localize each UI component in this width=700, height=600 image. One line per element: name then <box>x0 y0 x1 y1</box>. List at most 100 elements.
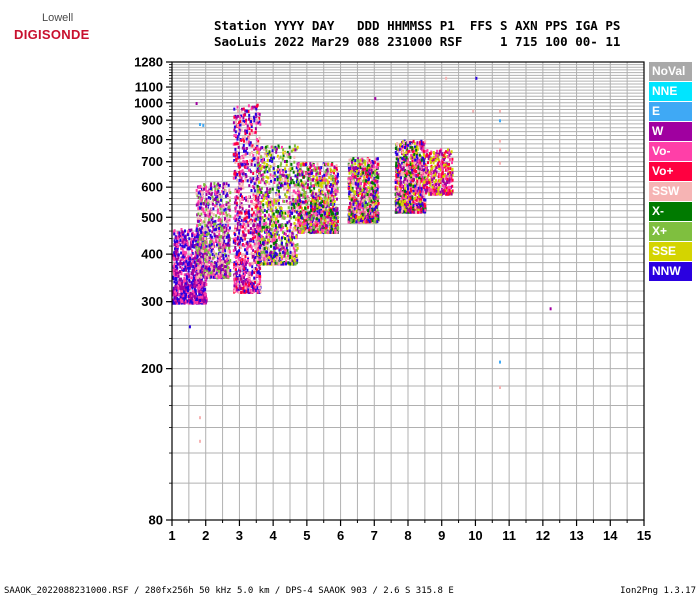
data-point <box>245 127 248 131</box>
data-point <box>239 115 241 119</box>
data-point <box>203 287 205 291</box>
data-point <box>270 244 272 248</box>
data-point <box>229 259 232 262</box>
data-point <box>271 251 274 255</box>
data-point <box>237 210 239 214</box>
data-point <box>222 261 225 265</box>
data-point <box>174 295 177 299</box>
data-point <box>313 230 316 234</box>
data-point <box>299 205 302 209</box>
data-point <box>251 269 254 273</box>
data-point <box>253 203 256 206</box>
data-point <box>172 264 175 268</box>
data-point <box>270 200 273 204</box>
data-point <box>233 171 236 175</box>
data-point <box>204 200 207 204</box>
data-point <box>188 266 191 270</box>
data-point <box>239 165 242 169</box>
data-point <box>219 207 222 211</box>
data-point <box>242 143 245 147</box>
data-point <box>297 162 300 166</box>
data-point <box>208 223 211 227</box>
data-point <box>255 267 258 271</box>
data-point <box>294 198 297 202</box>
data-point <box>335 164 338 168</box>
data-point <box>308 170 310 173</box>
data-point <box>188 247 191 251</box>
data-point <box>195 239 198 243</box>
data-point <box>264 191 267 195</box>
data-point <box>238 239 241 242</box>
data-point <box>258 120 261 124</box>
data-point <box>252 248 254 252</box>
data-point <box>172 253 175 257</box>
data-point <box>190 244 193 248</box>
data-point <box>244 255 247 259</box>
data-point <box>281 223 284 227</box>
data-point <box>223 259 226 263</box>
data-point <box>238 130 241 134</box>
data-point <box>236 250 239 254</box>
data-point <box>297 225 300 229</box>
data-point <box>212 245 215 249</box>
data-point <box>202 254 205 258</box>
data-point <box>261 195 264 199</box>
data-point <box>175 260 178 264</box>
data-point <box>233 284 236 288</box>
data-point <box>201 208 204 212</box>
data-point <box>234 147 237 151</box>
data-point <box>252 211 255 215</box>
data-point <box>257 198 260 202</box>
data-point <box>320 204 323 208</box>
data-point <box>190 295 193 299</box>
data-point <box>296 177 299 181</box>
data-point <box>179 232 182 235</box>
data-point <box>225 192 228 196</box>
data-point <box>190 262 193 266</box>
data-point <box>285 199 288 203</box>
data-point <box>255 236 258 240</box>
data-point <box>303 184 306 188</box>
data-point <box>284 180 287 184</box>
data-point <box>213 275 215 279</box>
data-point <box>300 218 303 222</box>
data-point <box>203 269 206 273</box>
data-point <box>181 299 184 303</box>
data-point <box>360 161 362 165</box>
data-point <box>184 253 187 257</box>
data-point <box>232 176 235 180</box>
data-point <box>263 209 266 212</box>
data-point <box>226 194 229 198</box>
data-point <box>303 216 306 220</box>
data-point <box>295 166 298 170</box>
data-point <box>183 240 186 244</box>
data-point <box>184 288 187 292</box>
data-point <box>246 215 249 219</box>
data-point <box>185 238 188 242</box>
data-point <box>253 197 255 200</box>
data-point <box>243 244 246 248</box>
data-point <box>257 237 260 241</box>
data-point <box>214 275 217 279</box>
data-point <box>235 153 238 157</box>
data-point <box>285 246 288 250</box>
data-point <box>177 253 180 257</box>
data-point <box>245 109 248 113</box>
data-point <box>228 208 231 212</box>
data-point <box>203 252 205 256</box>
data-point <box>190 276 193 280</box>
data-point <box>208 244 211 248</box>
data-point <box>244 162 247 166</box>
data-point <box>176 299 179 303</box>
data-point <box>321 225 324 229</box>
data-point <box>199 285 201 289</box>
data-point <box>319 220 322 224</box>
data-point <box>243 217 246 221</box>
data-point <box>275 210 278 214</box>
data-point <box>281 169 284 172</box>
data-point <box>174 271 177 275</box>
data-point <box>297 223 300 227</box>
data-point <box>291 179 294 182</box>
data-point <box>257 230 260 234</box>
data-point <box>238 225 241 229</box>
